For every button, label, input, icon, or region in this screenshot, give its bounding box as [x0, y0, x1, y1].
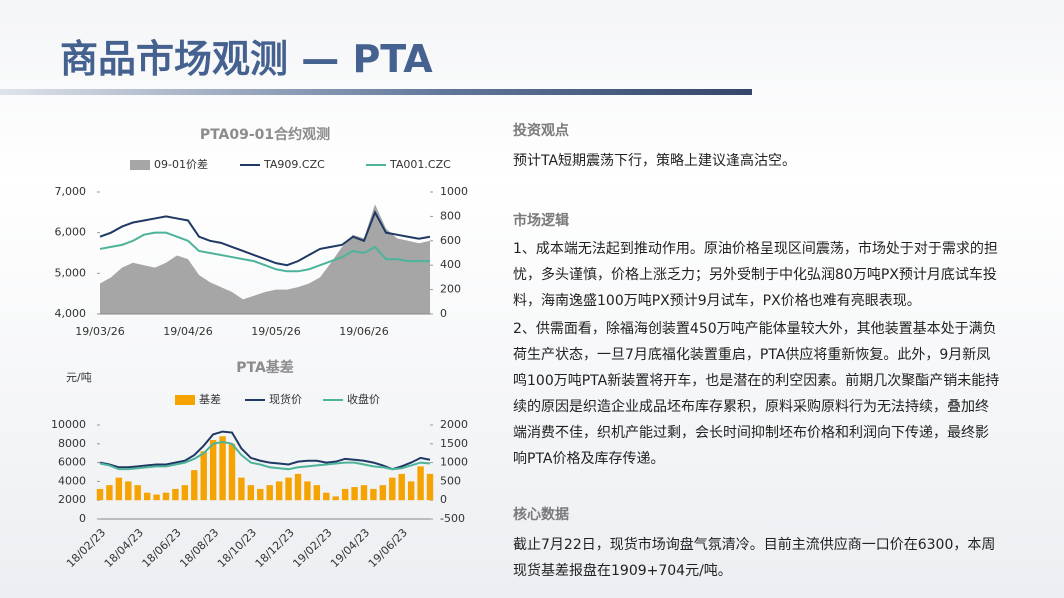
section-heading: 核心数据	[513, 507, 569, 523]
bar	[332, 496, 339, 501]
line	[99, 209, 431, 267]
chart-title: PTA09-01合约观测	[200, 126, 330, 143]
area	[100, 204, 430, 314]
legend-label: TA001.CZC	[389, 158, 451, 171]
bar	[407, 481, 415, 501]
y2-tick-label: 200	[440, 283, 461, 296]
y-tick-label: 6000	[58, 456, 86, 469]
bar	[360, 485, 368, 501]
section-heading: 投资观点	[513, 123, 569, 139]
bar	[106, 485, 113, 501]
legend-label: 收盘价	[347, 392, 380, 406]
y-tick-label: 4000	[58, 474, 86, 487]
y2-tick-label: 1000	[440, 185, 468, 198]
y2-tick-label: -500	[440, 512, 465, 525]
bar	[153, 494, 160, 501]
text-panel: 投资观点 预计TA短期震荡下行，策略上建议逢高沽空。 市场逻辑 1、成本端无法起…	[513, 118, 1001, 584]
paragraph: 2、供需面看，除福海创装置450万吨产能体量较大外，其他装置基本处于满负荷生产状…	[513, 321, 1000, 467]
bar	[341, 488, 349, 501]
bar	[304, 481, 311, 501]
bar	[143, 492, 151, 501]
bar	[247, 485, 255, 501]
y-tick-label: 2000	[58, 493, 86, 506]
bar	[426, 473, 434, 501]
paragraph: 1、成本端无法起到推动作用。原油价格呈现区间震荡，市场处于对于需求的担忧，多头谨…	[513, 241, 998, 309]
x-tick-label: 18/12/23	[253, 526, 297, 570]
x-tick-label: 19/06/26	[339, 325, 388, 338]
bar	[209, 440, 217, 501]
bar	[172, 488, 179, 501]
chart-title: PTA基差	[236, 359, 294, 376]
bar	[228, 443, 236, 501]
y2-tick-label: 0	[440, 307, 447, 320]
y-tick-label: 8000	[58, 437, 86, 450]
line	[99, 231, 430, 273]
legend-label: TA909.CZC	[263, 158, 325, 171]
x-tick-label: 19/04/23	[328, 526, 372, 570]
bar	[323, 492, 330, 501]
bar	[285, 477, 292, 501]
bar	[275, 481, 283, 501]
bar	[294, 473, 302, 501]
paragraph: 预计TA短期震荡下行，策略上建议逢高沽空。	[513, 153, 797, 169]
bar	[238, 477, 245, 501]
bar	[115, 477, 123, 501]
bar	[389, 477, 396, 501]
bar	[379, 485, 387, 501]
x-tick-label: 19/02/23	[290, 526, 334, 570]
y-axis-label: 元/吨	[66, 371, 92, 384]
line	[99, 440, 431, 471]
title-rule	[0, 89, 752, 95]
bar	[125, 481, 132, 501]
x-tick-label: 19/04/26	[163, 325, 212, 338]
bar	[96, 488, 104, 501]
x-tick-label: 18/04/23	[102, 526, 146, 570]
bar	[181, 485, 189, 501]
y2-tick-label: 500	[440, 474, 461, 487]
x-tick-label: 19/05/26	[251, 325, 300, 338]
bar	[162, 492, 170, 501]
legend-label: 基差	[199, 392, 221, 406]
x-tick-label: 19/03/26	[75, 325, 124, 338]
bar	[417, 466, 424, 501]
y2-tick-label: 1000	[440, 456, 468, 469]
y-tick-label: 10000	[51, 418, 86, 431]
x-tick-label: 18/02/23	[64, 526, 108, 570]
x-tick-label: 18/10/23	[215, 526, 259, 570]
y-tick-label: 5,000	[55, 266, 87, 279]
section-heading: 市场逻辑	[513, 213, 569, 229]
bar	[134, 485, 141, 501]
y-tick-label: 0	[79, 512, 86, 525]
bar	[351, 487, 358, 501]
legend-swatch	[175, 395, 195, 405]
legend-label: 09-01价差	[154, 157, 208, 171]
y2-tick-label: 800	[440, 209, 461, 222]
charts: PTA09-01合约观测 4,000 5,000 6,000 7,000 0 200 400 6…	[51, 126, 468, 570]
x-tick-label: 19/06/23	[366, 526, 410, 570]
y-tick-label: 7,000	[55, 185, 87, 198]
y-tick-label: 4,000	[55, 307, 87, 320]
legend-swatch	[130, 160, 150, 170]
legend-label: 现货价	[269, 392, 302, 406]
y-tick-label: 6,000	[55, 226, 87, 239]
bar	[313, 485, 321, 501]
bar	[191, 470, 198, 501]
bar	[219, 436, 226, 501]
x-tick-label: 18/08/23	[177, 526, 221, 570]
line	[99, 430, 431, 471]
y2-tick-label: 1500	[440, 437, 468, 450]
y2-tick-label: 0	[440, 493, 447, 506]
slide-title: 商品市场观测 — PTA	[60, 37, 433, 81]
bar	[398, 473, 405, 501]
bar	[370, 488, 377, 501]
x-tick-label: 18/06/23	[140, 526, 184, 570]
paragraph: 截止7月22日，现货市场询盘气氛清冷。目前主流供应商一口价在6300，本周现货基…	[513, 537, 996, 579]
y2-tick-label: 600	[440, 234, 461, 247]
bar	[266, 485, 273, 501]
bar	[200, 451, 207, 501]
y2-tick-label: 400	[440, 258, 461, 271]
y2-tick-label: 2000	[440, 418, 468, 431]
bar	[257, 488, 264, 501]
